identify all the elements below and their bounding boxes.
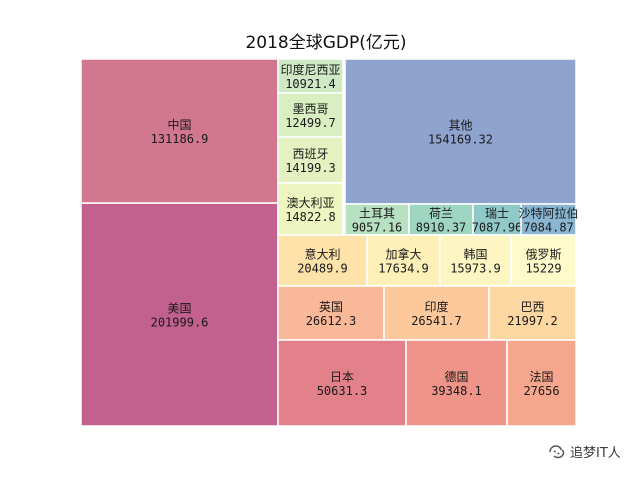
- cell-value-label: 201999.6: [151, 316, 209, 330]
- cell-value-label: 17634.9: [378, 262, 429, 276]
- cell-name-label: 土耳其: [359, 207, 395, 221]
- cell-name-label: 加拿大: [385, 247, 421, 262]
- cell-value-label: 15973.9: [450, 262, 501, 276]
- treemap-rect: [277, 182, 344, 236]
- cell-name-label: 韩国: [463, 247, 487, 262]
- cell-value-label: 27656: [523, 384, 559, 398]
- cell-value-label: 12499.7: [285, 116, 336, 130]
- treemap-rect: [277, 285, 385, 341]
- cell-value-label: 14199.3: [285, 161, 336, 175]
- cell-value-label: 131186.9: [151, 132, 209, 146]
- cell-name-label: 意大利: [304, 247, 340, 262]
- cell-name-label: 日本: [330, 370, 354, 384]
- treemap-rect: [277, 234, 368, 287]
- cell-value-label: 14822.8: [285, 210, 336, 224]
- cell-value-label: 7084.87: [523, 221, 574, 235]
- cell-name-label: 荷兰: [429, 207, 453, 221]
- treemap-rect: [488, 285, 577, 341]
- cell-name-label: 英国: [319, 300, 343, 314]
- treemap-rect: [80, 58, 279, 204]
- cell-name-label: 其他: [448, 119, 472, 133]
- cell-name-label: 俄罗斯: [525, 248, 561, 262]
- watermark: 追梦IT人: [548, 442, 621, 461]
- cell-value-label: 39348.1: [431, 384, 482, 398]
- cell-name-label: 印度: [424, 299, 448, 314]
- cell-name-label: 印度尼西亚: [280, 62, 340, 77]
- treemap-rect: [277, 339, 407, 427]
- cell-name-label: 瑞士: [485, 207, 509, 221]
- cell-name-label: 墨西哥: [292, 102, 328, 116]
- cell-value-label: 9057.16: [352, 221, 403, 235]
- chart-title: 2018全球GDP(亿元): [245, 33, 406, 53]
- treemap-rect: [277, 92, 344, 138]
- treemap-rect: [405, 339, 508, 427]
- cell-name-label: 法国: [529, 370, 553, 384]
- treemap-rect: [520, 203, 577, 236]
- cell-value-label: 8910.37: [416, 221, 467, 235]
- cell-value-label: 26612.3: [306, 314, 357, 328]
- cell-name-label: 澳大利亚: [286, 196, 334, 210]
- treemap-rect: [344, 203, 410, 236]
- wechat-official-icon: [549, 444, 565, 458]
- cell-value-label: 7087.96: [472, 221, 523, 235]
- treemap-rect: [506, 339, 577, 427]
- treemap-rect: [383, 285, 490, 341]
- cell-name-label: 中国: [167, 117, 191, 132]
- treemap-cells: 美国201999.6中国131186.9印度尼西亚10921.4墨西哥12499…: [80, 58, 579, 427]
- watermark-text: 追梦IT人: [570, 446, 621, 461]
- cell-name-label: 美国: [167, 302, 191, 316]
- cell-name-label: 沙特阿拉伯: [518, 206, 578, 221]
- cell-name-label: 西班牙: [292, 147, 328, 161]
- cell-value-label: 20489.9: [297, 262, 348, 276]
- treemap-rect: [439, 234, 512, 287]
- cell-name-label: 巴西: [520, 300, 544, 314]
- cell-value-label: 26541.7: [411, 314, 462, 328]
- cell-value-label: 10921.4: [285, 77, 336, 91]
- treemap-rect: [472, 203, 522, 236]
- cell-value-label: 21997.2: [507, 314, 558, 328]
- treemap-rect: [80, 202, 279, 427]
- cell-name-label: 德国: [444, 369, 468, 384]
- cell-value-label: 15229: [525, 262, 561, 276]
- cell-value-label: 50631.3: [317, 384, 368, 398]
- cell-value-label: 154169.32: [428, 133, 493, 147]
